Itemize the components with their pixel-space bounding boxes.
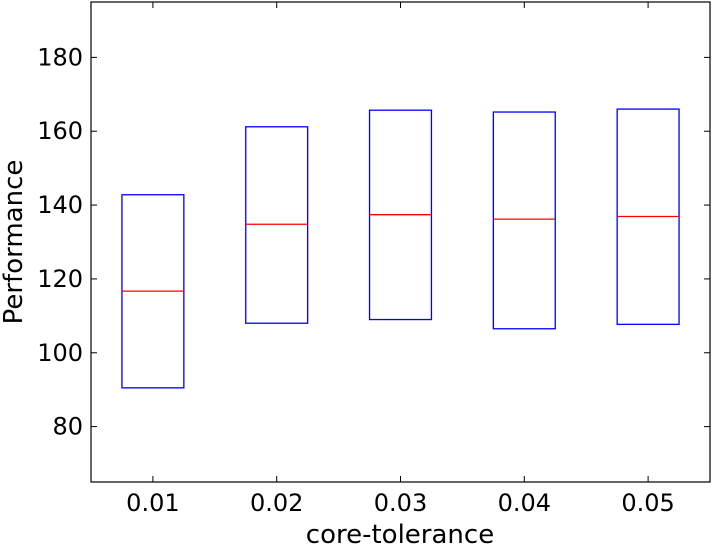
y-tick-label: 160 bbox=[37, 117, 83, 145]
plot-marks bbox=[121, 108, 680, 389]
axis-ticks: 80 100 120 140 160 180 0.01 0.02 0.03 0.04 0.05 bbox=[37, 2, 710, 517]
y-tick-label: 120 bbox=[37, 265, 83, 293]
x-tick-label: 0.05 bbox=[621, 489, 674, 517]
y-tick-label: 80 bbox=[52, 413, 83, 441]
y-tick-label: 140 bbox=[37, 191, 83, 219]
y-tick-label: 180 bbox=[37, 43, 83, 71]
x-axis-label: core-tolerance bbox=[306, 520, 494, 550]
box-0.02 bbox=[245, 126, 309, 324]
y-tick-label: 100 bbox=[37, 339, 83, 367]
x-tick-label: 0.04 bbox=[498, 489, 551, 517]
x-tick-label: 0.03 bbox=[374, 489, 427, 517]
x-tick-label: 0.01 bbox=[126, 489, 179, 517]
x-tick-label: 0.02 bbox=[250, 489, 303, 517]
y-axis-label: Performance bbox=[0, 160, 29, 325]
box-0.04 bbox=[492, 111, 556, 330]
